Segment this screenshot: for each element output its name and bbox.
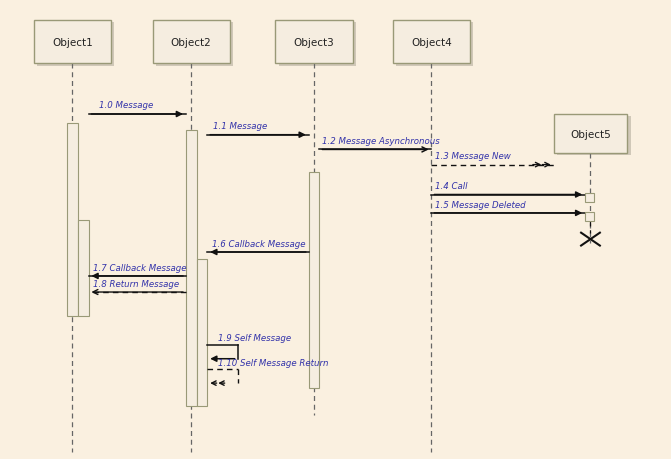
Bar [276, 21, 353, 64]
Bar [78, 220, 89, 317]
Text: 1.5 Message Deleted: 1.5 Message Deleted [435, 200, 525, 209]
Bar [279, 23, 356, 67]
Text: 1.2 Message Asynchronous: 1.2 Message Asynchronous [322, 137, 440, 146]
Text: 1.6 Callback Message: 1.6 Callback Message [212, 239, 305, 248]
Bar [557, 117, 631, 156]
Bar [396, 23, 474, 67]
Text: 1.3 Message New: 1.3 Message New [435, 152, 511, 161]
Bar [585, 212, 594, 221]
Text: 1.10 Self Message Return: 1.10 Self Message Return [218, 358, 329, 367]
Bar [393, 21, 470, 64]
Text: Object4: Object4 [411, 38, 452, 47]
Bar [152, 21, 229, 64]
Text: 1.1 Message: 1.1 Message [213, 122, 268, 131]
Text: 1.0 Message: 1.0 Message [99, 101, 154, 110]
Bar [37, 23, 114, 67]
Text: Object1: Object1 [52, 38, 93, 47]
Bar [186, 131, 197, 406]
Bar [156, 23, 234, 67]
Text: Object5: Object5 [570, 129, 611, 139]
Text: 1.4 Call: 1.4 Call [435, 182, 467, 191]
Bar [554, 115, 627, 154]
Text: 1.7 Callback Message: 1.7 Callback Message [93, 263, 186, 272]
Bar [585, 194, 594, 203]
Bar [309, 172, 319, 388]
Bar [197, 259, 207, 406]
Bar [67, 124, 78, 317]
Text: 1.8 Return Message: 1.8 Return Message [93, 279, 178, 288]
Text: 1.9 Self Message: 1.9 Self Message [218, 333, 291, 342]
Bar [34, 21, 111, 64]
Text: Object3: Object3 [294, 38, 334, 47]
Text: Object2: Object2 [171, 38, 211, 47]
